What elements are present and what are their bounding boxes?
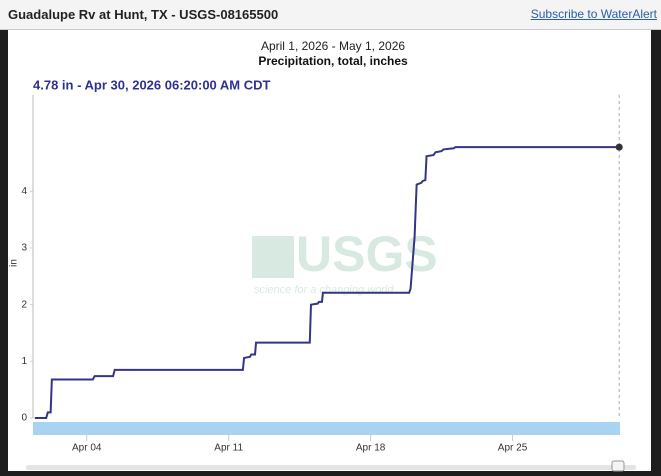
y-tick-label: 1: [21, 356, 27, 367]
y-tick-label: 0: [21, 413, 27, 424]
y-tick-label: 2: [21, 299, 27, 310]
site-title: Guadalupe Rv at Hunt, TX - USGS-08165500: [8, 7, 279, 22]
scroll-handle[interactable]: [611, 460, 625, 472]
navigator-bar[interactable]: [33, 422, 620, 435]
chart-subtitle: Precipitation, total, inches: [258, 54, 408, 68]
x-tick-label: Apr 25: [498, 443, 528, 454]
chart-title: April 1, 2026 - May 1, 2026: [261, 39, 405, 53]
data-line: [34, 146, 620, 419]
x-tick-label: Apr 18: [356, 443, 386, 454]
x-tick-label: Apr 04: [72, 443, 102, 454]
watermark-logo: USGS: [296, 226, 438, 282]
annotation: 4.78 in - Apr 30, 2026 06:20:00 AM CDT: [33, 77, 271, 92]
chart-panel: [8, 30, 651, 471]
x-tick-label: Apr 11: [214, 443, 243, 454]
endpoint-marker: [615, 143, 623, 151]
y-tick-label: 4: [21, 186, 27, 197]
scrollbar[interactable]: [26, 465, 636, 470]
header-bar: Guadalupe Rv at Hunt, TX - USGS-08165500…: [0, 0, 661, 30]
y-axis-label: in: [9, 259, 20, 267]
subscribe-link[interactable]: Subscribe to WaterAlert: [530, 7, 657, 21]
y-tick-label: 3: [21, 243, 27, 254]
watermark-icon: [252, 236, 294, 278]
watermark-tagline: science for a changing world: [254, 284, 394, 296]
